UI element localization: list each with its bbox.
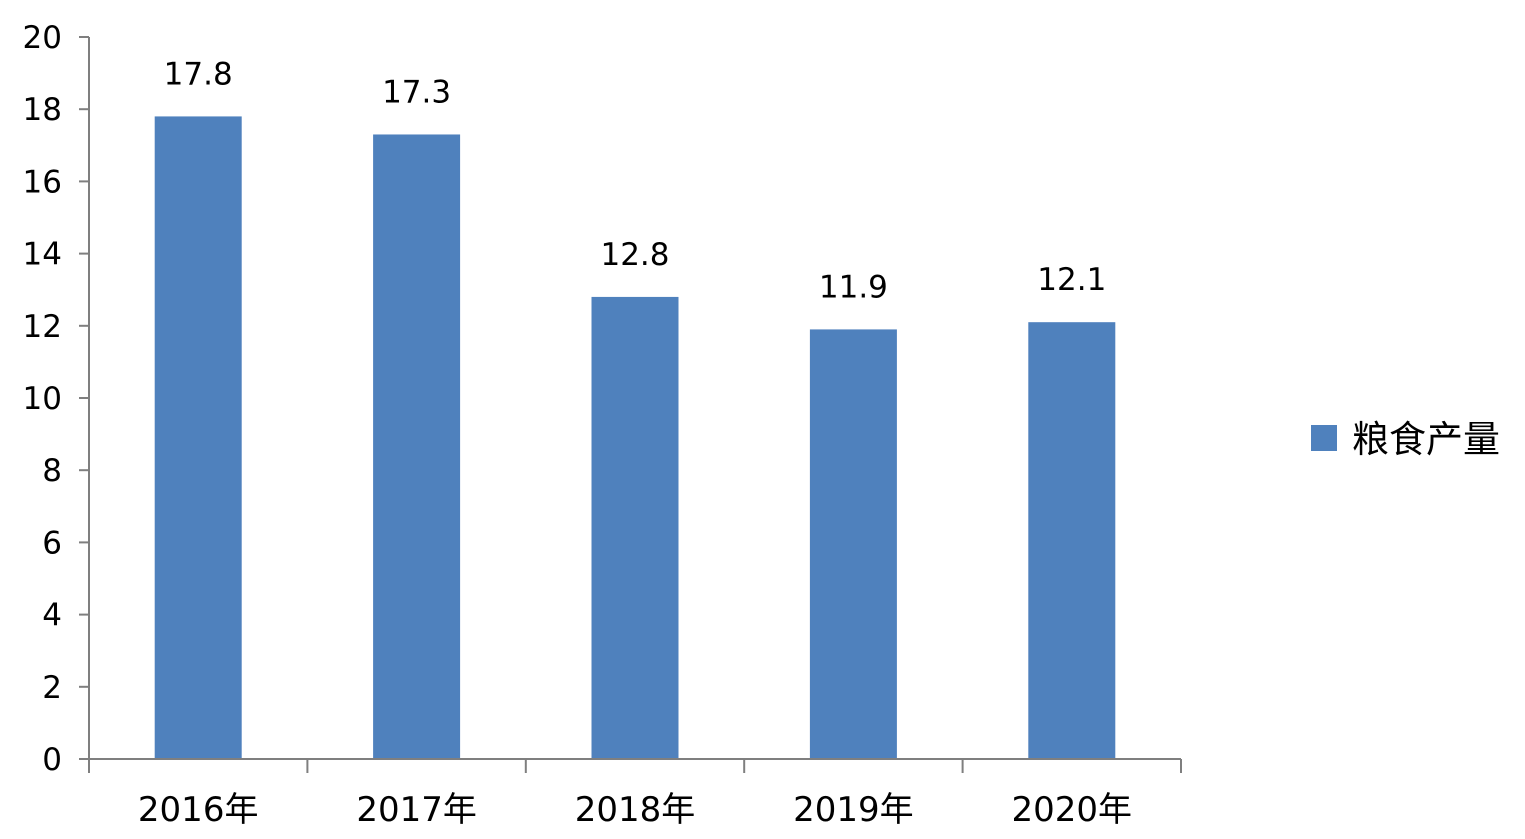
bar — [809, 329, 897, 759]
x-category-label: 2019年 — [793, 790, 914, 830]
x-category-label: 2020年 — [1012, 790, 1133, 830]
y-tick-label: 0 — [42, 742, 62, 778]
legend: 粮食产量 — [1311, 418, 1500, 461]
y-tick-label: 2 — [42, 670, 62, 706]
y-tick-label: 4 — [42, 598, 62, 634]
x-category-label: 2016年 — [138, 790, 259, 830]
bar-data-label: 17.8 — [164, 56, 233, 92]
y-tick-label: 16 — [23, 164, 62, 200]
bar-data-label: 12.1 — [1037, 262, 1106, 298]
y-tick-label: 20 — [23, 20, 62, 56]
bar-data-label: 17.3 — [382, 74, 451, 110]
x-axis-ticks: 2016年 2017年 2018年 2019年 2020年 — [88, 759, 1182, 830]
y-tick-label: 14 — [23, 237, 62, 273]
bars-layer — [154, 116, 1116, 760]
bar — [373, 134, 461, 760]
bar — [1028, 322, 1116, 759]
y-tick-label: 6 — [42, 525, 62, 561]
bar — [154, 116, 242, 760]
y-axis-ticks: 0 2 4 6 8 10 12 14 16 18 20 — [23, 20, 89, 778]
y-tick-label: 8 — [42, 453, 62, 489]
bar-data-label: 12.8 — [600, 237, 669, 273]
bar-data-label: 11.9 — [819, 269, 888, 305]
x-category-label: 2018年 — [575, 790, 696, 830]
x-category-label: 2017年 — [356, 790, 477, 830]
data-labels: 17.8 17.3 12.8 11.9 12.1 — [164, 56, 1107, 305]
bar — [591, 296, 679, 759]
legend-label: 粮食产量 — [1352, 418, 1500, 461]
y-tick-label: 12 — [23, 309, 62, 345]
y-tick-label: 10 — [23, 381, 62, 417]
legend-swatch — [1311, 425, 1337, 451]
y-tick-label: 18 — [23, 92, 62, 128]
